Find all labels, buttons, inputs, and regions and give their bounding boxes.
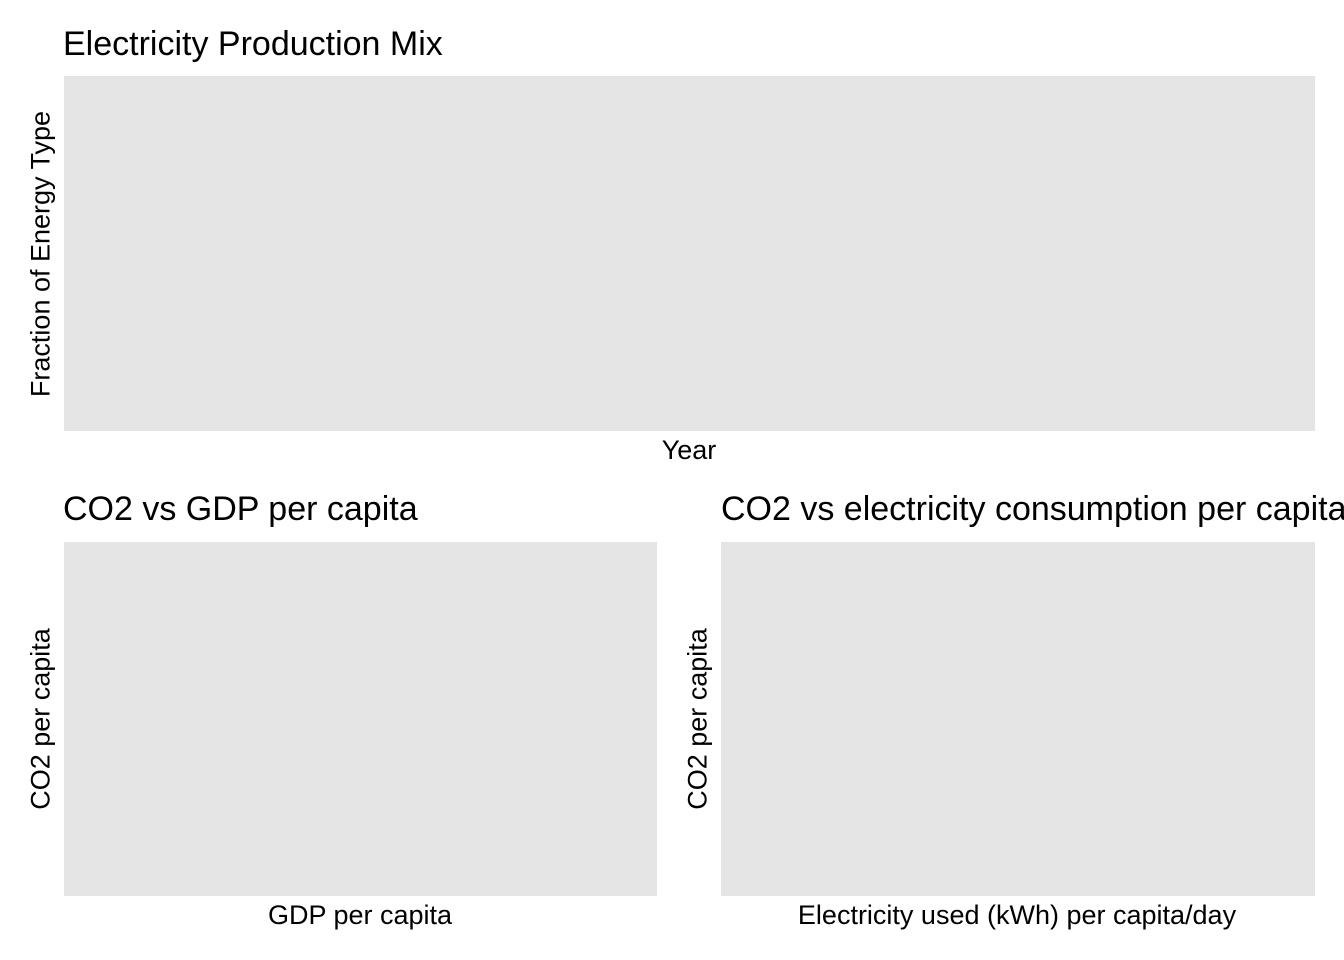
y-axis-label: Fraction of Energy Type — [25, 110, 56, 398]
x-axis-label: Electricity used (kWh) per capita/day — [797, 900, 1237, 930]
x-axis-label: Year — [661, 435, 717, 465]
y-axis-label: CO2 per capita — [682, 628, 713, 810]
plot-area — [721, 542, 1315, 896]
y-axis-label: CO2 per capita — [25, 628, 56, 810]
x-axis-label: GDP per capita — [267, 900, 453, 930]
plot-area — [64, 76, 1315, 431]
chart-title: CO2 vs electricity consumption per capit… — [721, 490, 1344, 528]
chart-title: Electricity Production Mix — [63, 25, 443, 63]
plot-area — [64, 542, 657, 896]
chart-title: CO2 vs GDP per capita — [63, 490, 418, 528]
